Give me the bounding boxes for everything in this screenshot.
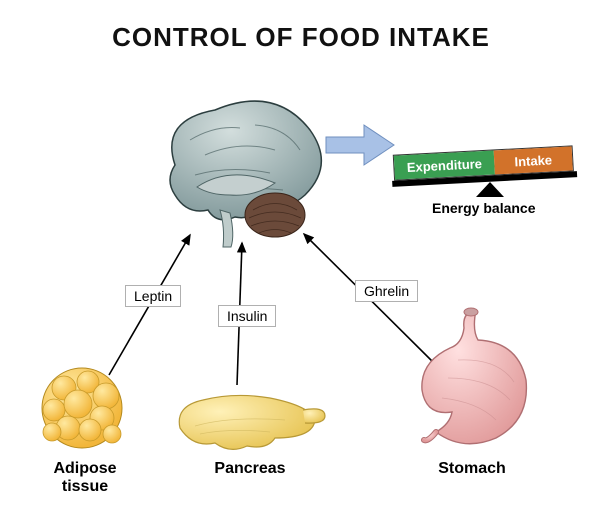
adipose-icon [42, 368, 122, 448]
balance-intake: Intake [494, 146, 573, 174]
energy-balance-label: Energy balance [432, 200, 536, 216]
hormone-insulin: Insulin [218, 305, 276, 327]
stomach-icon [422, 308, 527, 444]
label-pancreas: Pancreas [210, 460, 290, 478]
output-arrow-icon [326, 125, 394, 165]
label-adipose: Adipose tissue [30, 460, 140, 496]
energy-balance-icon [476, 182, 504, 197]
pancreas-icon [179, 395, 325, 449]
label-stomach: Stomach [432, 460, 512, 478]
diagram-stage: CONTROL OF FOOD INTAKE [0, 0, 602, 506]
diagram-svg [0, 0, 602, 506]
brain-icon [170, 101, 321, 247]
hormone-ghrelin: Ghrelin [355, 280, 418, 302]
hormone-leptin: Leptin [125, 285, 181, 307]
